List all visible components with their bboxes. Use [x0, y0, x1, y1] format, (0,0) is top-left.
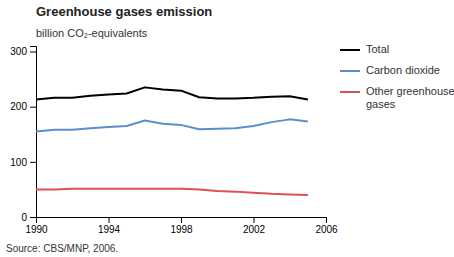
legend-item: Other greenhousegases: [340, 85, 454, 110]
tick-mark: [30, 107, 36, 108]
tick: 1994: [98, 217, 121, 235]
legend-swatch: [340, 91, 360, 93]
tick-label: 100: [10, 157, 27, 168]
plot: 1990 1994 1998 2002 2006 0 100 200 300: [10, 46, 338, 235]
source: Source: CBS/MNP, 2006.: [6, 243, 118, 254]
legend-swatch: [340, 70, 360, 72]
tick: 0: [21, 212, 36, 223]
series-line: [36, 119, 308, 131]
legend-label: Carbon dioxide: [366, 64, 440, 76]
chart: Greenhouse gases emission billion CO₂-equ…: [0, 0, 454, 257]
tick-label: 200: [10, 101, 27, 112]
x-axis: 1990 1994 1998 2002 2006: [25, 217, 338, 235]
tick-mark: [30, 162, 36, 163]
series-line: [36, 87, 308, 99]
legend: Total Carbon dioxide Other greenhousegases: [340, 43, 454, 110]
tick-label: 0: [21, 212, 27, 223]
tick-mark: [254, 217, 255, 223]
tick-label: 2006: [315, 224, 338, 235]
tick: 300: [10, 46, 36, 57]
tick-label: 1994: [98, 224, 121, 235]
tick-mark: [326, 217, 327, 223]
y-axis-label: billion CO₂-equivalents: [36, 27, 148, 39]
tick: 100: [10, 157, 36, 168]
legend-label: Total: [366, 43, 389, 55]
axis-line: [37, 218, 327, 224]
legend-swatch: [340, 49, 360, 51]
tick: 1998: [170, 217, 193, 235]
legend-item: Total: [340, 43, 389, 55]
tick-mark: [30, 217, 36, 218]
tick: 2006: [315, 217, 338, 235]
series-group: [36, 87, 308, 195]
legend-item: Carbon dioxide: [340, 64, 440, 76]
tick-mark: [109, 217, 110, 223]
tick: 2002: [243, 217, 266, 235]
tick: 1990: [25, 217, 48, 235]
y-axis: 0 100 200 300: [10, 46, 36, 222]
tick: 200: [10, 101, 36, 112]
tick-label: 1998: [170, 224, 193, 235]
tick-label: 1990: [25, 224, 48, 235]
title: Greenhouse gases emission: [36, 4, 212, 19]
series-line: [36, 189, 308, 195]
legend-label: Other greenhousegases: [366, 85, 454, 110]
tick-label: 2002: [243, 224, 266, 235]
tick-mark: [181, 217, 182, 223]
tick-label: 300: [10, 46, 27, 57]
axis-line: [30, 47, 37, 218]
tick-mark: [30, 52, 36, 53]
